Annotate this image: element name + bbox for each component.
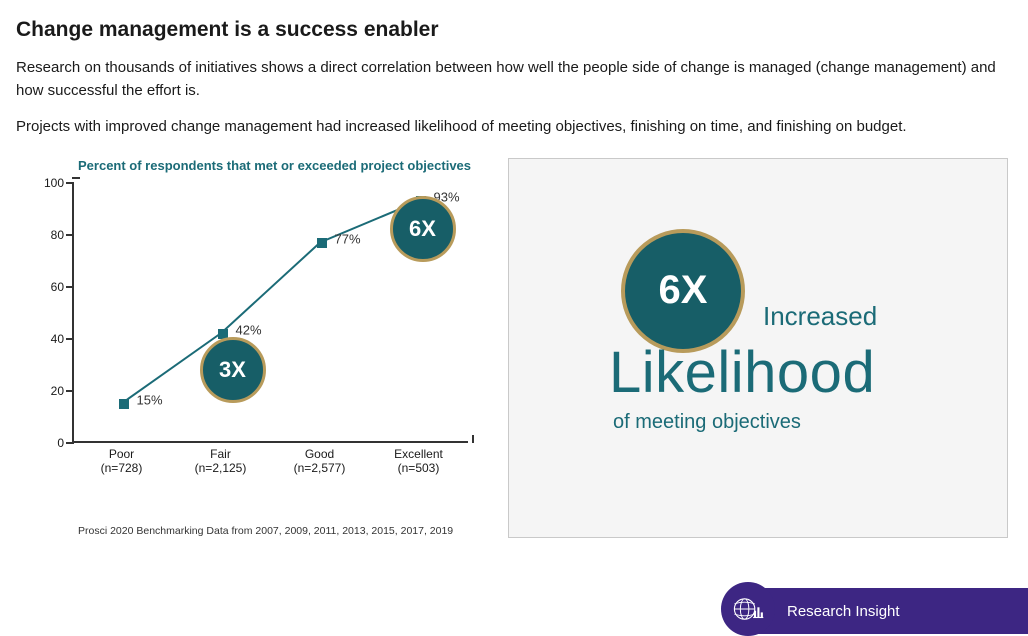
y-axis-label: 0 <box>34 436 64 450</box>
y-axis-label: 20 <box>34 384 64 398</box>
intro-paragraph-1: Research on thousands of initiatives sho… <box>16 56 1012 103</box>
x-axis-label: Fair(n=2,125) <box>181 447 261 476</box>
y-axis-label: 100 <box>34 176 64 190</box>
chart-title: Percent of respondents that met or excee… <box>78 158 490 173</box>
chart-badge-6x: 6X <box>390 196 456 262</box>
y-tick <box>66 442 74 444</box>
callout-word-likelihood: Likelihood <box>609 339 875 406</box>
page-title: Change management is a success enabler <box>16 18 1012 42</box>
y-axis-label: 80 <box>34 228 64 242</box>
callout-subtext: of meeting objectives <box>613 411 801 434</box>
data-point <box>119 399 129 409</box>
x-axis-label: Poor(n=728) <box>82 447 162 476</box>
y-tick <box>66 338 74 340</box>
y-tick <box>66 182 74 184</box>
y-tick <box>66 286 74 288</box>
globe-chart-icon <box>721 582 775 636</box>
callout-badge-6x: 6X <box>621 229 745 353</box>
intro-paragraph-2: Projects with improved change management… <box>16 115 1012 138</box>
y-axis-label: 60 <box>34 280 64 294</box>
chart-panel: Percent of respondents that met or excee… <box>16 158 490 537</box>
callout-word-increased: Increased <box>763 301 877 332</box>
data-point <box>317 238 327 248</box>
chart-badge-3x: 3X <box>200 337 266 403</box>
y-axis-label: 40 <box>34 332 64 346</box>
chart-footnote: Prosci 2020 Benchmarking Data from 2007,… <box>78 525 490 537</box>
research-insight-bar: Research Insight <box>748 588 1028 634</box>
y-tick <box>66 234 74 236</box>
y-tick <box>66 390 74 392</box>
x-axis-label: Excellent(n=503) <box>379 447 459 476</box>
callout-panel: 6X Increased Likelihood of meeting objec… <box>508 158 1008 538</box>
x-axis-label: Good(n=2,577) <box>280 447 360 476</box>
value-label: 15% <box>136 392 162 407</box>
value-label: 42% <box>235 322 261 337</box>
value-label: 77% <box>334 231 360 246</box>
research-insight-label: Research Insight <box>787 603 900 620</box>
line-chart: 02040608010015%42%77%93%3X6X Poor(n=728)… <box>18 179 478 469</box>
